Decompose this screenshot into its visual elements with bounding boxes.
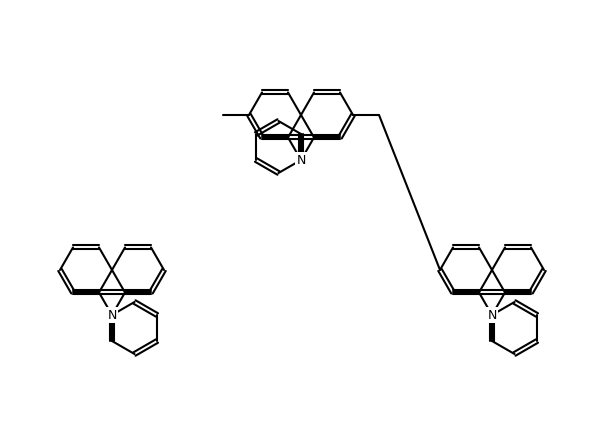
Text: N: N <box>107 308 117 321</box>
Text: N: N <box>296 154 306 166</box>
Text: N: N <box>487 308 497 321</box>
